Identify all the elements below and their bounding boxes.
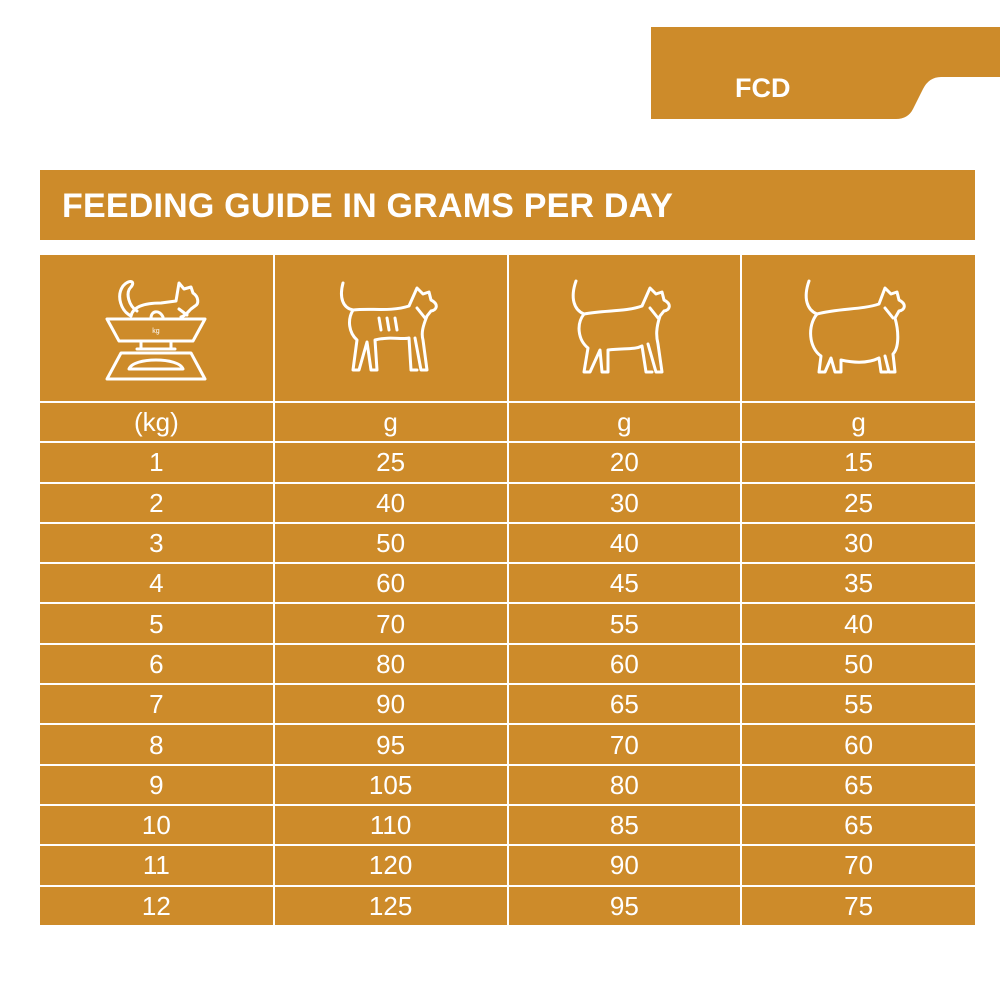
table-row: 8 95 70 60: [40, 723, 975, 766]
overweight-grams-cell: 35: [740, 562, 975, 605]
thin-grams-cell: 95: [272, 723, 509, 766]
ideal-grams-cell: 65: [506, 683, 743, 726]
table-row: 12 125 95 75: [40, 884, 975, 925]
thin-grams-cell: 110: [272, 803, 509, 847]
thin-grams-cell: 90: [272, 683, 509, 726]
feeding-table: kg: [40, 255, 975, 925]
unit-kg: (kg): [40, 400, 275, 444]
unit-g: g: [272, 400, 509, 444]
overweight-cat-icon: [740, 255, 975, 403]
thin-grams-cell: 40: [272, 481, 509, 524]
thin-grams-cell: 60: [272, 562, 509, 605]
page-title: FEEDING GUIDE IN GRAMS PER DAY: [62, 187, 674, 225]
ideal-grams-cell: 70: [506, 723, 743, 766]
ideal-grams-cell: 45: [506, 562, 743, 605]
product-tab: FCD: [651, 27, 1000, 119]
thin-grams-cell: 80: [272, 642, 509, 686]
table-row: 3 50 40 30: [40, 521, 975, 565]
ideal-grams-cell: 40: [506, 521, 743, 565]
thin-cat-icon: [272, 255, 509, 403]
thin-grams-cell: 50: [272, 521, 509, 565]
unit-g: g: [740, 400, 975, 444]
table-row: 10 110 85 65: [40, 803, 975, 847]
ideal-grams-cell: 20: [506, 441, 743, 484]
overweight-grams-cell: 30: [740, 521, 975, 565]
ideal-grams-cell: 60: [506, 642, 743, 686]
ideal-grams-cell: 55: [506, 602, 743, 645]
overweight-grams-cell: 60: [740, 723, 975, 766]
weight-cell: 4: [40, 562, 275, 605]
ideal-grams-cell: 90: [506, 844, 743, 887]
ideal-grams-cell: 95: [506, 884, 743, 925]
thin-grams-cell: 25: [272, 441, 509, 484]
svg-text:kg: kg: [153, 328, 161, 335]
unit-row: (kg) g g g: [40, 400, 975, 444]
table-row: 9 105 80 65: [40, 763, 975, 806]
ideal-grams-cell: 30: [506, 481, 743, 524]
thin-grams-cell: 125: [272, 884, 509, 925]
weight-cell: 7: [40, 683, 275, 726]
table-row: 4 60 45 35: [40, 562, 975, 605]
title-bar: FEEDING GUIDE IN GRAMS PER DAY: [40, 170, 975, 240]
overweight-grams-cell: 15: [740, 441, 975, 484]
cat-on-scale-icon: kg: [40, 255, 275, 403]
thin-grams-cell: 105: [272, 763, 509, 806]
thin-grams-cell: 70: [272, 602, 509, 645]
ideal-cat-icon: [506, 255, 743, 403]
overweight-grams-cell: 65: [740, 803, 975, 847]
thin-grams-cell: 120: [272, 844, 509, 887]
table-row: 5 70 55 40: [40, 602, 975, 645]
table-row: 7 90 65 55: [40, 683, 975, 726]
ideal-grams-cell: 80: [506, 763, 743, 806]
weight-cell: 2: [40, 481, 275, 524]
weight-cell: 11: [40, 844, 275, 887]
overweight-grams-cell: 25: [740, 481, 975, 524]
ideal-grams-cell: 85: [506, 803, 743, 847]
overweight-grams-cell: 50: [740, 642, 975, 686]
table-row: 1 25 20 15: [40, 441, 975, 484]
weight-cell: 1: [40, 441, 275, 484]
overweight-grams-cell: 55: [740, 683, 975, 726]
overweight-grams-cell: 75: [740, 884, 975, 925]
weight-cell: 5: [40, 602, 275, 645]
unit-g: g: [506, 400, 743, 444]
weight-cell: 8: [40, 723, 275, 766]
overweight-grams-cell: 70: [740, 844, 975, 887]
table-row: 2 40 30 25: [40, 481, 975, 524]
tab-shape: [651, 27, 1000, 119]
icon-row: kg: [40, 255, 975, 403]
weight-cell: 12: [40, 884, 275, 925]
weight-cell: 10: [40, 803, 275, 847]
product-code: FCD: [735, 73, 791, 103]
overweight-grams-cell: 40: [740, 602, 975, 645]
table-row: 6 80 60 50: [40, 642, 975, 686]
weight-cell: 9: [40, 763, 275, 806]
weight-cell: 6: [40, 642, 275, 686]
overweight-grams-cell: 65: [740, 763, 975, 806]
weight-cell: 3: [40, 521, 275, 565]
table-row: 11 120 90 70: [40, 844, 975, 887]
